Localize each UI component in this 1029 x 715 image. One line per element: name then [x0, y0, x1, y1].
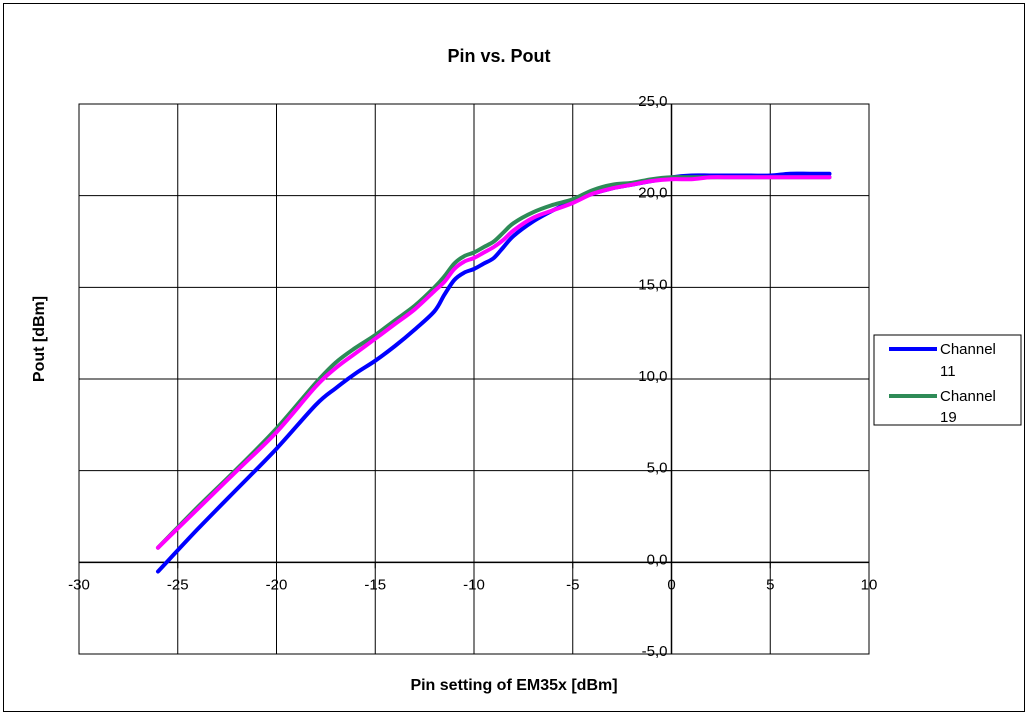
x-tick-label-4: -10	[463, 576, 485, 593]
series-line-2	[156, 175, 832, 550]
axis-lines	[78, 103, 870, 655]
x-tick-labels: -30 -25 -20 -15 -10 -5 0 5 10	[68, 576, 877, 593]
y-tick-label-4: 15,0	[638, 276, 667, 293]
y-tick-labels: -5,0 0,0 5,0 10,0 15,0 20,0 25,0	[638, 93, 667, 660]
x-axis-title: Pin setting of EM35x [dBm]	[410, 677, 617, 694]
y-axis-title: Pout [dBm]	[31, 296, 48, 382]
x-tick-label-3: -15	[364, 576, 386, 593]
y-tick-label-2: 5,0	[647, 460, 668, 477]
x-tick-label-6: 0	[667, 576, 675, 593]
legend-label-channel-11-line1: Channel	[940, 341, 996, 358]
legend-label-channel-19-line2: 19	[940, 409, 957, 426]
y-tick-label-1: 0,0	[647, 551, 668, 568]
series-lines	[156, 171, 832, 574]
y-tick-label-5: 20,0	[638, 185, 667, 202]
y-tick-label-3: 10,0	[638, 368, 667, 385]
x-tick-label-1: -25	[167, 576, 189, 593]
x-tick-label-7: 5	[766, 576, 774, 593]
chart-svg: Pin vs. Pout -30 -25 -20 -15 -10 -5 0 5 10 -5,0 0…	[31, 46, 1022, 694]
legend-label-channel-19-line1: Channel	[940, 388, 996, 405]
legend-label-channel-11-line2: 11	[940, 363, 956, 380]
x-tick-label-0: -30	[68, 576, 90, 593]
x-tick-label-8: 10	[861, 576, 878, 593]
y-tick-label-0: -5,0	[642, 643, 668, 660]
x-tick-label-5: -5	[566, 576, 579, 593]
y-tick-label-6: 25,0	[638, 93, 667, 110]
plot-area: -30 -25 -20 -15 -10 -5 0 5 10 -5,0 0,0 5,0 10,0 15,0…	[68, 93, 877, 660]
x-tick-label-2: -20	[266, 576, 288, 593]
chart-frame: Pin vs. Pout -30 -25 -20 -15 -10 -5 0 5 10 -5,0 0…	[3, 3, 1025, 712]
legend: Channel 11 Channel 19	[873, 334, 1022, 426]
chart-title: Pin vs. Pout	[447, 46, 550, 66]
